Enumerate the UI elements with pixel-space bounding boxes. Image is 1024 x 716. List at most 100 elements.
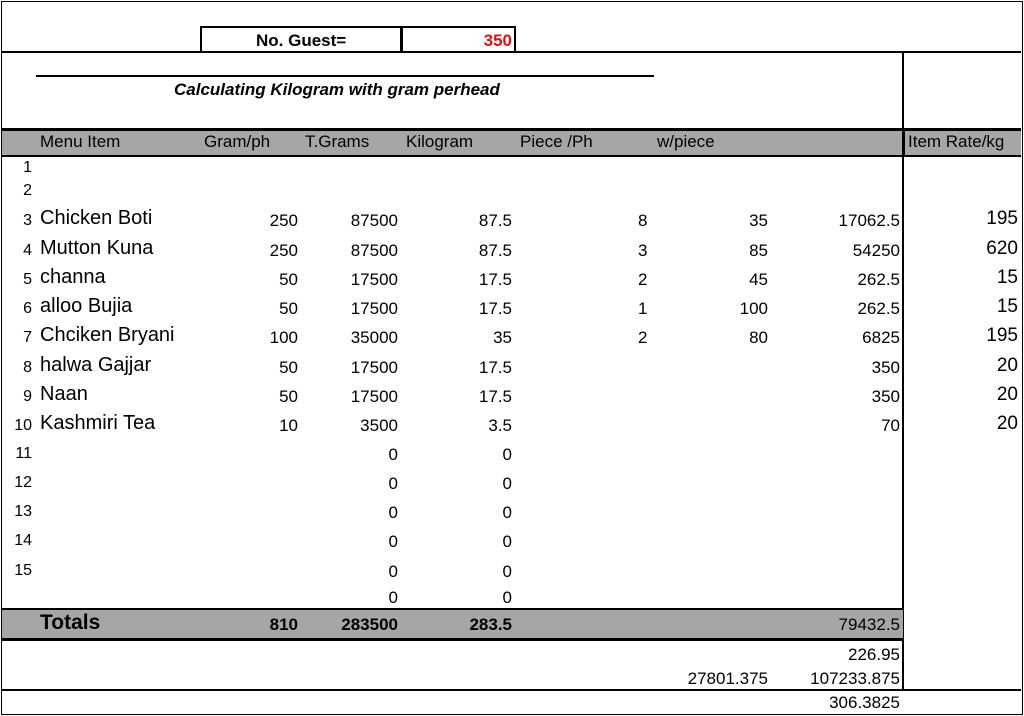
gram-ph[interactable]: 250 bbox=[269, 211, 298, 230]
amount[interactable]: 70 bbox=[881, 416, 900, 435]
w-piece[interactable]: 35 bbox=[749, 211, 768, 230]
gram-ph[interactable]: 50 bbox=[279, 299, 298, 318]
summary-line3: 306.3825 bbox=[829, 693, 900, 712]
header-menu-item: Menu Item bbox=[40, 132, 121, 151]
amount[interactable]: 262.5 bbox=[857, 299, 900, 318]
item-rate[interactable]: 195 bbox=[986, 208, 1018, 229]
row-number[interactable]: 2 bbox=[23, 182, 32, 199]
row-number[interactable]: 6 bbox=[23, 300, 32, 317]
amount[interactable]: 54250 bbox=[852, 241, 900, 260]
gram-ph[interactable]: 50 bbox=[279, 387, 298, 406]
totals-band bbox=[2, 608, 903, 641]
amount[interactable]: 350 bbox=[871, 387, 900, 406]
item-name[interactable]: halwa Gajjar bbox=[40, 354, 152, 376]
guest-label: No. Guest= bbox=[256, 31, 347, 50]
kilogram[interactable]: 3.5 bbox=[488, 416, 512, 435]
amount[interactable]: 6825 bbox=[862, 328, 900, 347]
t-grams[interactable]: 0 bbox=[388, 562, 398, 581]
t-grams[interactable]: 0 bbox=[388, 445, 398, 464]
item-rate[interactable]: 20 bbox=[996, 355, 1018, 376]
piece-ph[interactable]: 2 bbox=[638, 270, 648, 289]
w-piece[interactable]: 45 bbox=[749, 270, 768, 289]
w-piece[interactable]: 85 bbox=[749, 241, 768, 260]
t-grams[interactable]: 17500 bbox=[350, 299, 398, 318]
right-column-border bbox=[902, 53, 904, 691]
kilogram[interactable]: 17.5 bbox=[478, 270, 512, 289]
header-piece-ph: Piece /Ph bbox=[520, 132, 593, 151]
kilogram[interactable]: 0 bbox=[502, 532, 512, 551]
item-name[interactable]: Chciken Bryani bbox=[40, 324, 175, 346]
summary-divider bbox=[2, 689, 1021, 691]
row-number[interactable]: 14 bbox=[14, 532, 32, 549]
row-number[interactable]: 3 bbox=[23, 212, 32, 229]
item-rate[interactable]: 20 bbox=[996, 413, 1018, 434]
row-number[interactable]: 7 bbox=[23, 329, 32, 346]
row-number[interactable]: 1 bbox=[23, 159, 32, 176]
row-number[interactable]: 15 bbox=[14, 562, 32, 579]
item-name[interactable]: channa bbox=[40, 266, 106, 288]
summary-line1: 226.95 bbox=[848, 645, 900, 664]
subtitle-rule bbox=[36, 75, 654, 77]
t-grams[interactable]: 0 bbox=[388, 588, 398, 607]
item-rate[interactable]: 15 bbox=[996, 296, 1018, 317]
amount[interactable]: 17062.5 bbox=[838, 211, 900, 230]
item-rate[interactable]: 15 bbox=[996, 267, 1018, 288]
t-grams[interactable]: 3500 bbox=[360, 416, 398, 435]
gram-ph[interactable]: 250 bbox=[269, 241, 298, 260]
item-name[interactable]: Kashmiri Tea bbox=[40, 412, 156, 434]
kilogram[interactable]: 0 bbox=[502, 503, 512, 522]
guest-box-divider bbox=[400, 26, 403, 52]
item-name[interactable]: Chicken Boti bbox=[40, 207, 153, 229]
row-number[interactable]: 9 bbox=[23, 388, 32, 405]
gram-ph[interactable]: 100 bbox=[269, 328, 298, 347]
row-number[interactable]: 8 bbox=[23, 359, 32, 376]
gram-ph[interactable]: 10 bbox=[279, 416, 298, 435]
t-grams[interactable]: 87500 bbox=[350, 241, 398, 260]
w-piece[interactable]: 80 bbox=[749, 328, 768, 347]
kilogram[interactable]: 17.5 bbox=[478, 358, 512, 377]
row-number[interactable]: 11 bbox=[15, 445, 32, 462]
piece-ph[interactable]: 1 bbox=[638, 299, 648, 318]
guest-box bbox=[200, 26, 516, 52]
header-t-grams: T.Grams bbox=[305, 132, 370, 151]
item-rate[interactable]: 620 bbox=[986, 238, 1018, 259]
kilogram[interactable]: 87.5 bbox=[478, 211, 512, 230]
kilogram[interactable]: 87.5 bbox=[478, 241, 512, 260]
kilogram[interactable]: 0 bbox=[502, 588, 512, 607]
item-rate[interactable]: 20 bbox=[996, 384, 1018, 405]
gram-ph[interactable]: 50 bbox=[279, 270, 298, 289]
piece-ph[interactable]: 3 bbox=[638, 241, 648, 260]
kilogram[interactable]: 0 bbox=[502, 445, 512, 464]
item-rate[interactable]: 195 bbox=[986, 325, 1018, 346]
item-name[interactable]: alloo Bujia bbox=[40, 295, 133, 317]
piece-ph[interactable]: 2 bbox=[638, 328, 648, 347]
t-grams[interactable]: 0 bbox=[388, 503, 398, 522]
row-number[interactable]: 10 bbox=[14, 417, 32, 434]
row-number[interactable]: 4 bbox=[23, 242, 32, 259]
row-number[interactable]: 13 bbox=[14, 503, 32, 520]
w-piece[interactable]: 100 bbox=[739, 299, 768, 318]
kilogram[interactable]: 17.5 bbox=[478, 299, 512, 318]
t-grams[interactable]: 0 bbox=[388, 474, 398, 493]
t-grams[interactable]: 17500 bbox=[350, 387, 398, 406]
totals-tgrams: 283500 bbox=[341, 615, 398, 634]
summary-line2-right: 107233.875 bbox=[810, 669, 900, 688]
kilogram[interactable]: 0 bbox=[502, 562, 512, 581]
amount[interactable]: 262.5 bbox=[857, 270, 900, 289]
t-grams[interactable]: 0 bbox=[388, 532, 398, 551]
kilogram[interactable]: 0 bbox=[502, 474, 512, 493]
piece-ph[interactable]: 8 bbox=[638, 211, 648, 230]
row-number[interactable]: 12 bbox=[14, 474, 32, 491]
amount[interactable]: 350 bbox=[871, 358, 900, 377]
t-grams[interactable]: 17500 bbox=[350, 270, 398, 289]
item-name[interactable]: Mutton Kuna bbox=[40, 237, 154, 259]
t-grams[interactable]: 35000 bbox=[350, 328, 398, 347]
item-name[interactable]: Naan bbox=[40, 383, 88, 405]
kilogram[interactable]: 35 bbox=[493, 328, 512, 347]
t-grams[interactable]: 17500 bbox=[350, 358, 398, 377]
guest-value[interactable]: 350 bbox=[483, 31, 512, 50]
gram-ph[interactable]: 50 bbox=[279, 358, 298, 377]
kilogram[interactable]: 17.5 bbox=[478, 387, 512, 406]
t-grams[interactable]: 87500 bbox=[350, 211, 398, 230]
row-number[interactable]: 5 bbox=[23, 271, 32, 288]
